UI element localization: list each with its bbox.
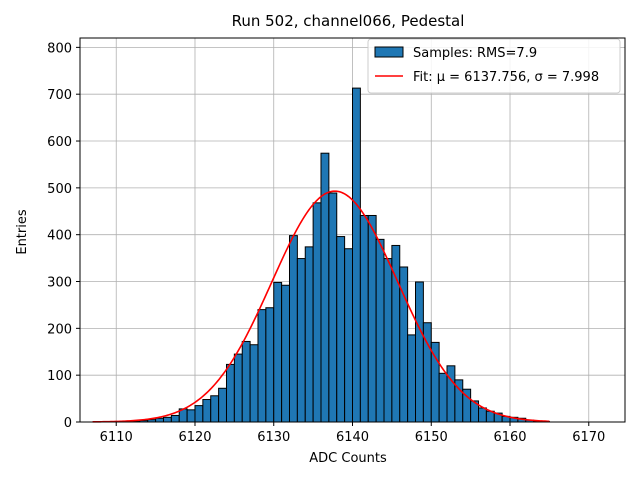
histogram-bar [155, 417, 164, 423]
histogram-bar [210, 395, 220, 423]
histogram-bar [218, 387, 227, 423]
histogram-bar [367, 214, 377, 423]
legend-patch-samples [374, 46, 404, 58]
y-tick-label: 700 [47, 88, 72, 103]
histogram-bar [478, 407, 487, 423]
histogram-bar [170, 414, 180, 423]
histogram-bar [186, 409, 196, 423]
histogram-bar [446, 365, 456, 423]
histogram-bars [131, 87, 550, 423]
histogram-bar [241, 340, 251, 423]
histogram-bar [352, 87, 361, 423]
histogram-bar [265, 307, 275, 423]
legend: Samples: RMS=7.9 Fit: μ = 6137.756, σ = … [367, 38, 621, 94]
x-tick-label: 6110 [100, 430, 133, 445]
y-axis-ticks: 0 100 200 300 400 500 600 700 800 [47, 41, 80, 431]
legend-box [367, 38, 621, 94]
histogram-bar [288, 235, 298, 423]
histogram-bar [359, 214, 369, 423]
histogram-bar [344, 248, 353, 423]
x-tick-label: 6170 [572, 430, 605, 445]
histogram-bar [430, 341, 440, 423]
x-tick-label: 6160 [493, 430, 526, 445]
y-tick-label: 800 [47, 41, 72, 56]
y-tick-label: 300 [47, 276, 72, 291]
y-tick-label: 100 [47, 369, 72, 384]
y-tick-label: 0 [64, 416, 72, 431]
histogram-bar [225, 363, 235, 423]
histogram-bar [233, 353, 243, 423]
fit-curve [92, 190, 550, 423]
histogram-bar [407, 334, 417, 423]
x-axis-ticks: 6110 6120 6130 6140 6150 6160 6170 [100, 422, 605, 445]
histogram-bar [375, 238, 385, 423]
y-tick-label: 600 [47, 135, 72, 150]
x-tick-label: 6140 [336, 430, 369, 445]
histogram-bar [383, 258, 393, 423]
histogram-bar [257, 309, 267, 423]
histogram-bar [312, 202, 322, 423]
histogram-bar [281, 284, 290, 423]
y-tick-label: 200 [47, 322, 72, 337]
histogram-bar [194, 405, 204, 423]
chart-title: Run 502, channel066, Pedestal [232, 12, 465, 30]
legend-label-samples: Samples: RMS=7.9 [413, 46, 537, 61]
histogram-bar [304, 246, 314, 423]
histogram-bar [249, 344, 259, 423]
x-tick-label: 6150 [415, 430, 448, 445]
histogram-bar [202, 399, 212, 423]
histogram-bar [336, 236, 346, 423]
histogram-bar [162, 416, 172, 423]
x-axis-label: ADC Counts [309, 451, 387, 466]
y-tick-label: 500 [47, 182, 72, 197]
histogram-bar [296, 258, 306, 423]
y-axis-label: Entries [15, 209, 30, 255]
histogram-bar [273, 281, 283, 423]
histogram-bar [415, 281, 424, 423]
x-tick-label: 6120 [178, 430, 211, 445]
histogram-bar [328, 192, 338, 423]
histogram-bar [438, 372, 448, 423]
x-tick-label: 6130 [257, 430, 290, 445]
y-tick-label: 400 [47, 229, 72, 244]
legend-label-fit: Fit: μ = 6137.756, σ = 7.998 [413, 70, 599, 85]
